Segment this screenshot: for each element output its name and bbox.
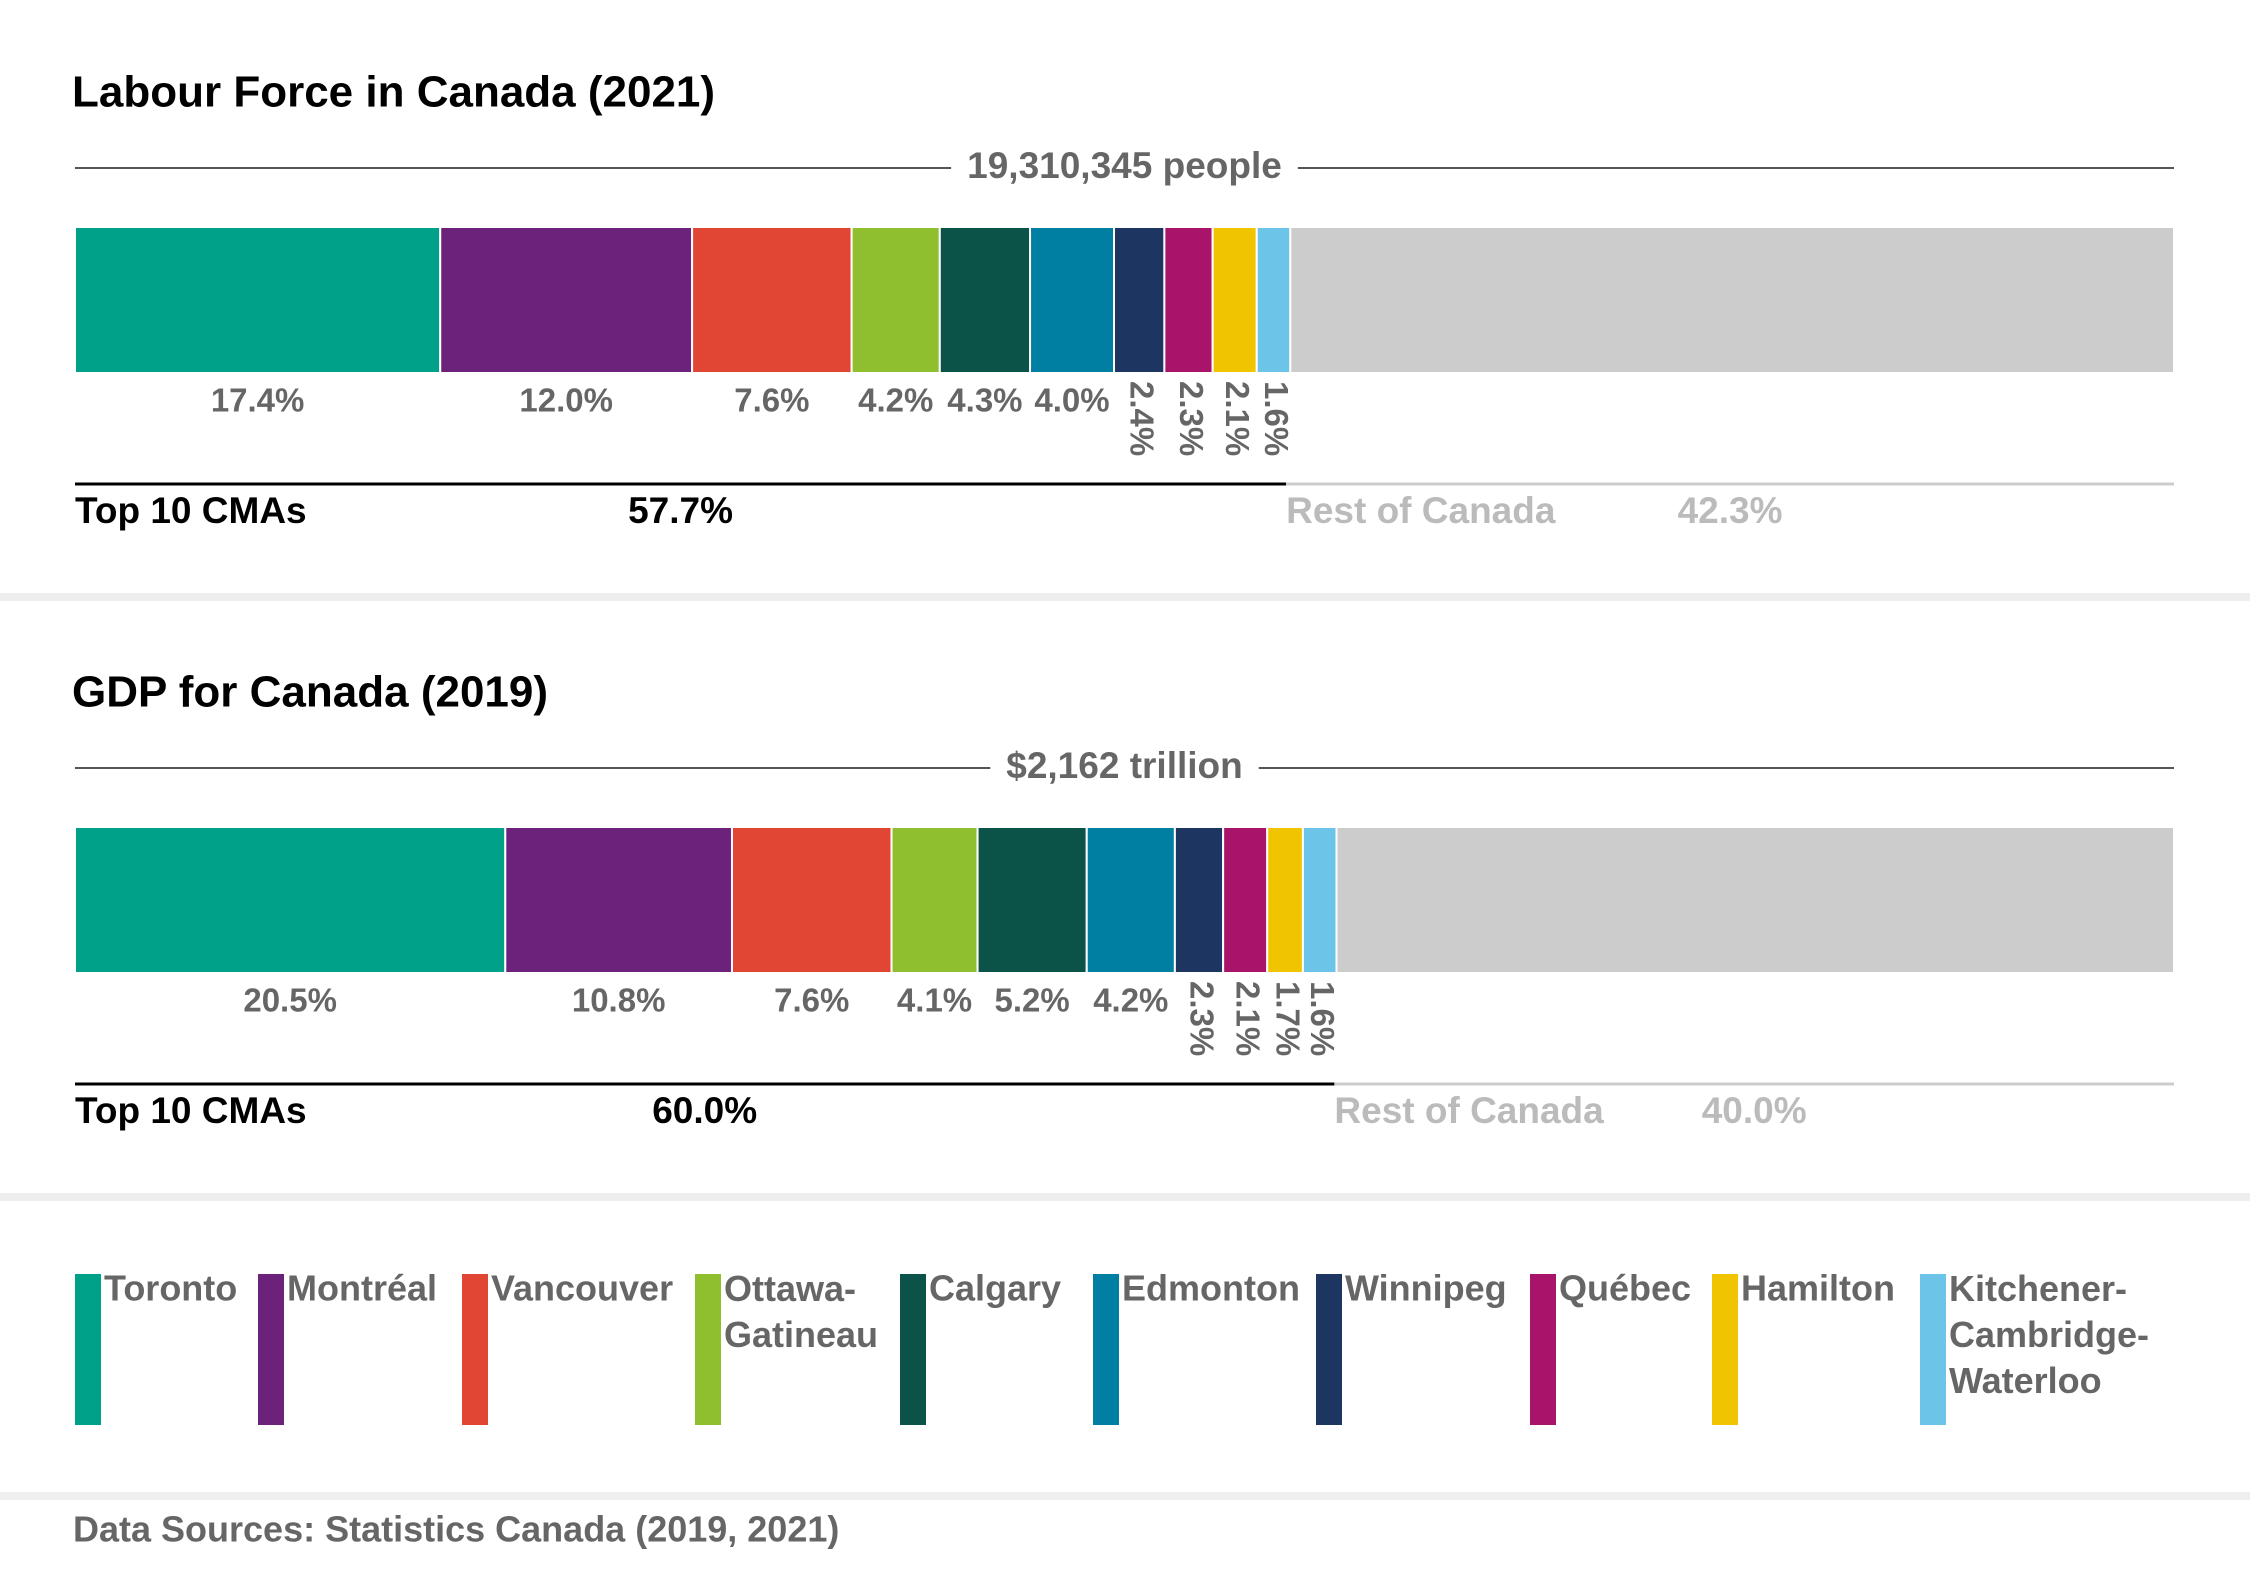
- bar-segment: [74, 826, 507, 974]
- legend-swatch: [1530, 1274, 1556, 1425]
- legend-label: Vancouver: [491, 1268, 673, 1309]
- legend-label: Québec: [1559, 1268, 1691, 1309]
- chart-title: Labour Force in Canada (2021): [72, 68, 715, 117]
- value-label: 4.1%: [897, 982, 972, 1019]
- group-value: 42.3%: [1678, 490, 1783, 531]
- value-label: 7.6%: [734, 382, 809, 419]
- legend-swatch: [1093, 1274, 1119, 1425]
- group-name: Top 10 CMAs: [75, 1090, 307, 1131]
- bar-segment: [1211, 226, 1258, 374]
- bar-segment: [850, 226, 941, 374]
- value-label: 17.4%: [211, 382, 305, 419]
- legend-label: Montréal: [287, 1268, 437, 1309]
- total-label: 19,310,345 people: [967, 145, 1282, 186]
- value-label: 4.0%: [1034, 382, 1109, 419]
- source-note: Data Sources: Statistics Canada (2019, 2…: [73, 1509, 839, 1550]
- bar-segment: [1085, 826, 1176, 974]
- legend-swatch: [1920, 1274, 1946, 1425]
- value-label: 1.6%: [1258, 381, 1295, 456]
- group-name: Rest of Canada: [1286, 490, 1556, 531]
- value-label: 4.2%: [858, 382, 933, 419]
- bar-segment: [730, 826, 893, 974]
- bar-segment: [890, 826, 979, 974]
- chart-title: GDP for Canada (2019): [72, 668, 548, 717]
- bar-segment: [1163, 226, 1214, 374]
- bar-segment: [1335, 826, 2175, 974]
- separator: [0, 1492, 2250, 1500]
- group-name: Top 10 CMAs: [75, 490, 307, 531]
- bar-segment: [1289, 226, 2176, 374]
- bar-segment: [1029, 226, 1116, 374]
- value-label: 1.6%: [1304, 981, 1341, 1056]
- group-name: Rest of Canada: [1334, 1090, 1604, 1131]
- legend-swatch: [462, 1274, 488, 1425]
- bar-segment: [1173, 826, 1225, 974]
- bar-segment: [1113, 226, 1166, 374]
- value-label: 2.3%: [1173, 381, 1210, 456]
- bar-segment: [1301, 826, 1338, 974]
- legend-swatch: [75, 1274, 101, 1425]
- legend-label: Edmonton: [1122, 1268, 1300, 1309]
- value-label: 1.7%: [1269, 981, 1306, 1056]
- legend-label: Ottawa-Gatineau: [724, 1268, 878, 1355]
- bar-segment: [976, 826, 1088, 974]
- value-label: 4.3%: [947, 382, 1022, 419]
- bar-segment: [1255, 226, 1292, 374]
- legend-swatch: [1316, 1274, 1342, 1425]
- bar-segment: [1266, 826, 1304, 974]
- legend-label: Toronto: [104, 1268, 237, 1309]
- bar-segment: [1222, 826, 1269, 974]
- separator: [0, 593, 2250, 601]
- value-label: 5.2%: [995, 982, 1070, 1019]
- value-label: 2.1%: [1219, 381, 1256, 456]
- legend-label: Winnipeg: [1345, 1268, 1507, 1309]
- separator: [0, 1193, 2250, 1201]
- value-label: 7.6%: [774, 982, 849, 1019]
- legend-swatch: [1712, 1274, 1738, 1425]
- value-label: 12.0%: [519, 382, 613, 419]
- legend-swatch: [258, 1274, 284, 1425]
- legend-label: Kitchener-Cambridge-Waterloo: [1949, 1268, 2149, 1401]
- bar-segment: [691, 226, 853, 374]
- legend-swatch: [900, 1274, 926, 1425]
- value-label: 2.4%: [1123, 381, 1160, 456]
- value-label: 2.1%: [1229, 981, 1266, 1056]
- legend-label: Calgary: [929, 1268, 1061, 1309]
- bar-segment: [74, 226, 442, 374]
- total-label: $2,162 trillion: [1006, 745, 1243, 786]
- legend-label: Hamilton: [1741, 1268, 1895, 1309]
- bar-segment: [938, 226, 1032, 374]
- value-label: 10.8%: [572, 982, 666, 1019]
- group-value: 57.7%: [628, 490, 733, 531]
- group-value: 40.0%: [1702, 1090, 1807, 1131]
- group-value: 60.0%: [652, 1090, 757, 1131]
- value-label: 2.3%: [1183, 981, 1220, 1056]
- value-label: 20.5%: [243, 982, 337, 1019]
- legend-swatch: [695, 1274, 721, 1425]
- value-label: 4.2%: [1093, 982, 1168, 1019]
- bar-segment: [504, 826, 733, 974]
- bar-segment: [439, 226, 694, 374]
